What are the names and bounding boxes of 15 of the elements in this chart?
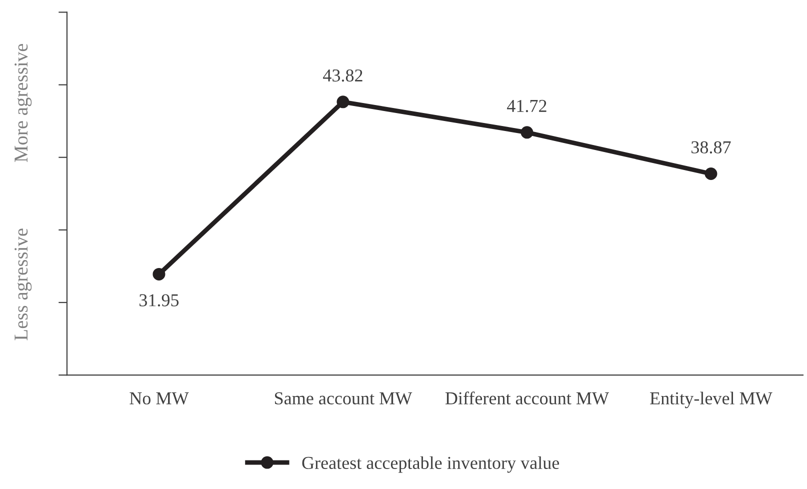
data-label: 43.82 — [323, 69, 362, 82]
data-label: 41.72 — [507, 100, 546, 112]
data-label: 38.87 — [692, 141, 731, 154]
x-tick-label: No MW — [130, 392, 189, 405]
legend-label: Greatest acceptable inventory value — [302, 456, 560, 473]
text: Less agressive — [14, 228, 32, 340]
point — [520, 126, 534, 139]
x-tick-label: Entity-level MW — [650, 392, 772, 408]
point — [336, 96, 350, 108]
point — [152, 268, 166, 280]
x-tick-label: Different account MW — [445, 392, 609, 405]
data-label: 31.95 — [140, 294, 179, 306]
text: More agressive — [14, 44, 32, 162]
point — [704, 168, 718, 180]
x-tick-label: Same account MW — [274, 392, 412, 405]
